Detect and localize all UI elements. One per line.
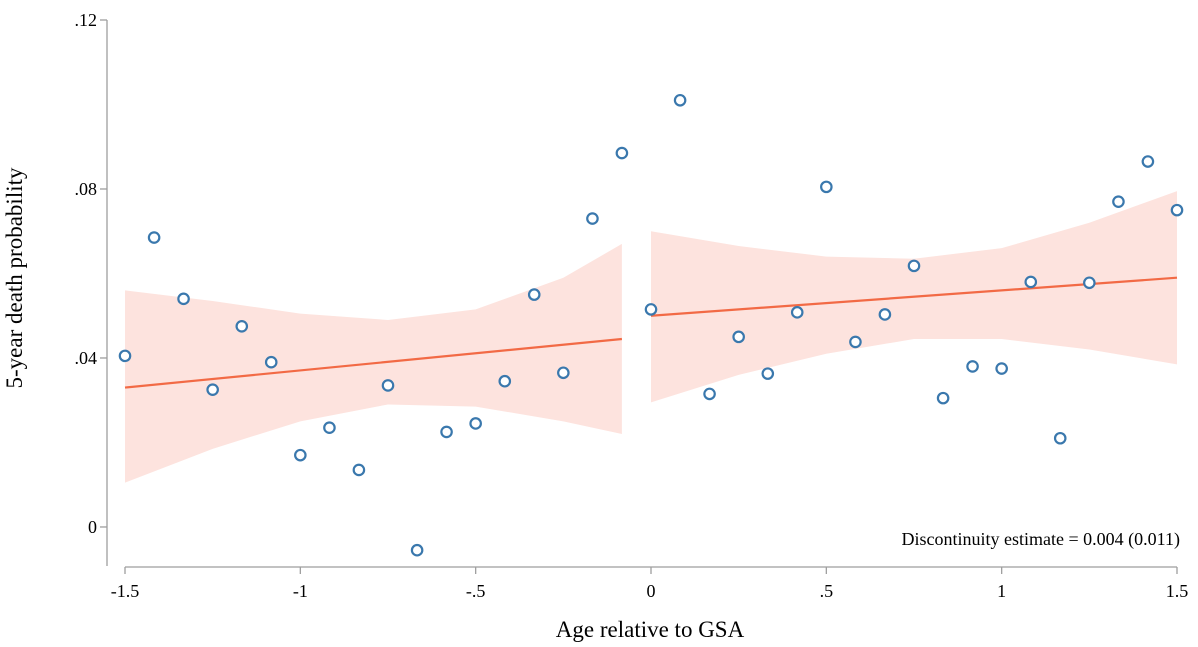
fit-line-left	[124, 337, 623, 389]
scatter-point	[936, 391, 950, 405]
scatter-point	[235, 319, 249, 333]
scatter-point	[820, 180, 833, 194]
scatter-point	[995, 362, 1008, 375]
scatter-point	[177, 292, 190, 306]
x-axis: -1.5 -1 -.5 0 .5 1 1.5	[111, 566, 1189, 601]
x-axis-title: Age relative to GSA	[556, 617, 745, 642]
scatter-point	[732, 330, 745, 344]
scatter-point	[557, 366, 570, 380]
scatter-point	[352, 463, 366, 477]
scatter-point	[1112, 195, 1125, 208]
scatter-point	[1170, 203, 1184, 217]
scatter-point	[147, 231, 161, 244]
x-tick-label: -1.5	[111, 581, 140, 601]
scatter-point	[527, 288, 541, 301]
scatter-point	[440, 425, 453, 439]
scatter-point	[264, 355, 278, 369]
scatter-point	[644, 303, 658, 316]
y-tick-label: .04	[75, 348, 98, 368]
x-tick-label: 1.5	[1166, 581, 1189, 601]
scatter-point	[878, 308, 892, 321]
x-tick-label: -1	[293, 581, 308, 601]
scatter-point	[615, 146, 629, 160]
y-tick-label: .12	[75, 10, 98, 30]
scatter-point	[586, 212, 599, 225]
scatter-point	[410, 543, 424, 557]
scatter-point	[907, 259, 921, 273]
scatter-point	[849, 335, 862, 349]
scatter-point	[294, 448, 307, 462]
scatter-point	[498, 374, 512, 388]
discontinuity-annotation: Discontinuity estimate = 0.004 (0.011)	[902, 529, 1180, 550]
x-tick-label: 1	[997, 581, 1006, 601]
scatter-point	[761, 367, 775, 380]
scatter-point	[469, 417, 482, 430]
y-tick-label: 0	[88, 517, 97, 537]
scatter-point	[118, 349, 132, 363]
scatter-point	[1024, 275, 1038, 289]
confidence-bands	[125, 191, 1177, 483]
scatter-points	[118, 93, 1184, 557]
scatter-point	[703, 387, 716, 401]
y-axis-title: 5-year death probability	[2, 167, 27, 388]
scatter-point	[673, 93, 687, 107]
x-tick-label: 0	[647, 581, 656, 601]
x-tick-label: -.5	[466, 581, 486, 601]
y-ticks: 0 .04 .08 .12	[75, 10, 107, 537]
scatter-point	[966, 360, 979, 373]
scatter-point	[790, 306, 804, 319]
scatter-point	[1053, 431, 1067, 445]
x-tick-label: .5	[820, 581, 834, 601]
scatter-point	[1141, 155, 1155, 168]
scatter-point	[206, 383, 219, 396]
y-tick-label: .08	[75, 179, 98, 199]
x-ticks: -1.5 -1 -.5 0 .5 1 1.5	[111, 567, 1189, 601]
scatter-point	[323, 421, 336, 434]
scatter-point	[1083, 276, 1096, 290]
scatter-point	[381, 379, 395, 392]
y-axis: 0 .04 .08 .12	[75, 10, 108, 566]
